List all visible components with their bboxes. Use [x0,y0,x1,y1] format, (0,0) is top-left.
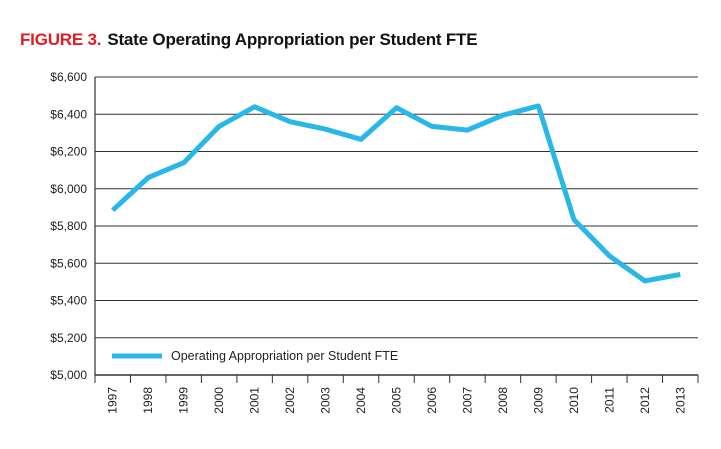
figure-title-text: State Operating Appropriation per Studen… [107,30,478,49]
y-tick-label: $6,200 [50,145,87,159]
x-tick-label: 2001 [248,387,262,414]
y-tick-label: $6,000 [50,182,87,196]
x-tick-label: 2012 [638,387,652,414]
x-tick-label: 1998 [141,387,155,414]
x-tick-label: 2010 [567,387,581,414]
y-tick-label: $5,600 [50,256,87,270]
y-tick-label: $5,000 [50,368,87,382]
x-tick-label: 2003 [319,387,333,414]
x-tick-label: 2007 [460,387,474,414]
y-tick-label: $5,200 [50,331,87,345]
y-axis-ticks: $5,000 $5,200 $5,400 $5,600 $5,800 $6,000 $6,2… [50,70,87,382]
x-tick-label: 2000 [212,387,226,414]
legend: Operating Appropriation per Student FTE [112,349,398,363]
x-tick-label: 2004 [354,387,368,414]
x-tick-label: 2006 [425,387,439,414]
y-tick-label: $5,400 [50,294,87,308]
x-tick-label: 2008 [496,387,510,414]
y-tick-label: $6,400 [50,107,87,121]
legend-label: Operating Appropriation per Student FTE [171,349,398,363]
series-group [111,103,681,284]
grid-lines [94,76,698,376]
x-tick-label: 1997 [106,387,120,414]
figure-title: FIGURE 3. State Operating Appropriation p… [20,30,478,50]
x-tick-label: 2002 [283,387,297,414]
figure-label: FIGURE 3. [20,30,102,49]
x-tick-label: 2011 [602,387,616,413]
x-tick-label: 2009 [531,387,545,414]
x-tick-label: 2013 [673,387,687,414]
y-tick-label: $5,800 [50,219,87,233]
series-line [111,103,681,284]
y-tick-label: $6,600 [50,70,87,84]
x-tick-label: 1999 [177,387,191,414]
x-tick-label: 2005 [390,387,404,414]
x-axis-ticks: 1997 1998 1999 2000 2001 2002 2003 2004 2005 2006… [94,375,699,414]
